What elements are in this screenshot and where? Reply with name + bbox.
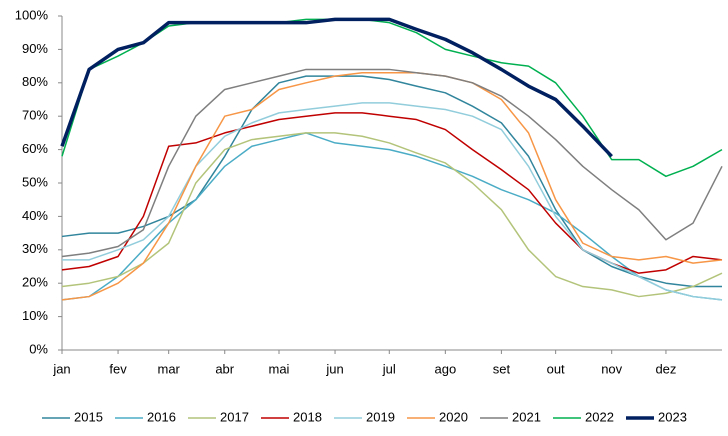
y-tick-label: 90%: [22, 41, 48, 56]
x-tick-label: fev: [109, 361, 127, 376]
series-line: [61, 72, 723, 301]
x-tick-label: jul: [382, 361, 396, 376]
y-tick-label: 60%: [22, 141, 48, 156]
legend-label: 2019: [366, 409, 395, 424]
x-tick-label: mai: [269, 361, 290, 376]
y-tick-label: 100%: [15, 7, 49, 22]
x-tick-label: dez: [655, 361, 676, 376]
x-tick-label: ago: [434, 361, 456, 376]
x-tick-label: mar: [157, 361, 180, 376]
series-line: [61, 75, 722, 288]
y-tick-label: 80%: [22, 74, 48, 89]
legend-label: 2020: [439, 409, 468, 424]
legend-label: 2016: [147, 409, 176, 424]
y-tick-label: 70%: [22, 108, 48, 123]
y-tick-label: 50%: [22, 174, 48, 189]
legend-label: 2023: [658, 409, 687, 424]
y-tick-label: 20%: [22, 275, 48, 290]
series-line: [60, 17, 613, 158]
x-tick-label: abr: [215, 361, 234, 376]
series-line: [62, 102, 723, 301]
x-tick-label: nov: [601, 361, 622, 376]
series-line: [61, 132, 723, 298]
series-line: [61, 18, 723, 178]
legend-label: 2021: [512, 409, 541, 424]
legend-label: 2015: [74, 409, 103, 424]
legend-label: 2018: [293, 409, 322, 424]
x-tick-label: jan: [52, 361, 70, 376]
legend-label: 2017: [220, 409, 249, 424]
y-tick-label: 40%: [22, 208, 48, 223]
x-tick-label: out: [547, 361, 565, 376]
y-tick-label: 30%: [22, 241, 48, 256]
x-tick-label: set: [493, 361, 511, 376]
series-line: [61, 68, 723, 258]
legend-label: 2022: [585, 409, 614, 424]
series-line: [61, 132, 723, 301]
y-tick-label: 10%: [22, 308, 48, 323]
x-tick-label: jun: [325, 361, 343, 376]
y-tick-label: 0%: [29, 341, 48, 356]
